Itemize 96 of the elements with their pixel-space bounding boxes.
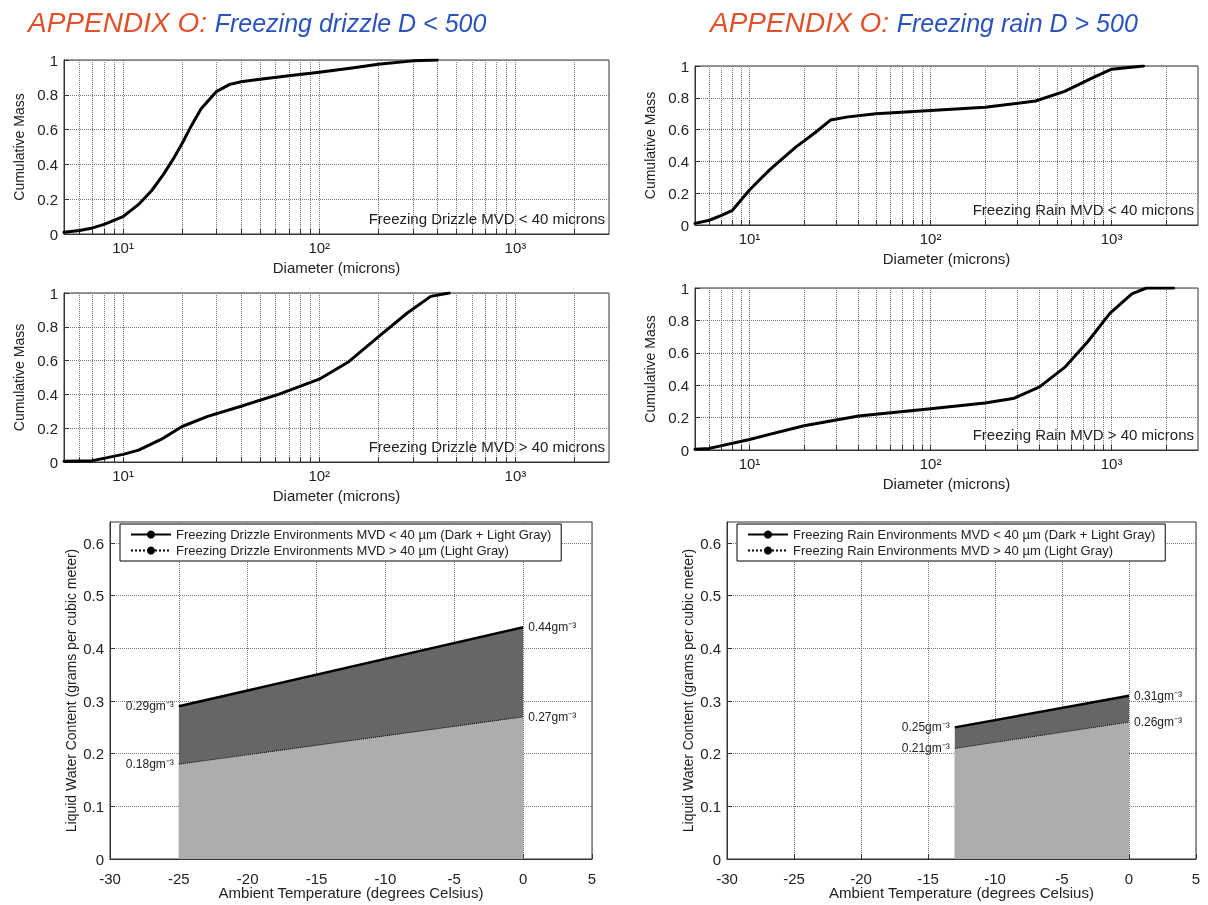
annotation: Freezing Rain MVD < 40 microns bbox=[972, 201, 1195, 218]
x-tick-label: -10 bbox=[984, 870, 1006, 887]
data-label: 0.27gm⁻³ bbox=[528, 709, 577, 724]
x-axis-title: Ambient Temperature (degrees Celsius) bbox=[829, 884, 1094, 901]
y-tick-label: 0.3 bbox=[700, 692, 721, 710]
x-axis-title: Diameter (microns) bbox=[272, 259, 401, 276]
y-axis-title: Cumulative Mass bbox=[642, 91, 658, 200]
y-tick-label: 0.2 bbox=[83, 745, 104, 763]
y-tick-label: 0 bbox=[680, 216, 689, 234]
y-tick-label: 0.8 bbox=[668, 89, 689, 107]
y-tick-label: 0.4 bbox=[83, 639, 104, 657]
y-tick-label: 0 bbox=[680, 441, 689, 459]
y-tick-label: 1 bbox=[49, 51, 58, 69]
chart-title: APPENDIX O: bbox=[28, 7, 208, 38]
y-tick-label: 0.2 bbox=[700, 745, 721, 763]
x-tick-label: 10¹ bbox=[112, 239, 134, 256]
y-tick-label: 0.2 bbox=[668, 184, 689, 202]
x-tick-label: 10¹ bbox=[738, 230, 761, 247]
x-tick-label: -30 bbox=[716, 870, 738, 887]
y-tick-label: 0.4 bbox=[668, 152, 689, 170]
x-tick-label: 10² bbox=[919, 230, 942, 247]
data-label: 0.44gm⁻³ bbox=[528, 620, 577, 635]
x-tick-label: -15 bbox=[917, 870, 939, 887]
x-tick-label: 10³ bbox=[1100, 230, 1123, 247]
x-tick-label: -30 bbox=[99, 870, 121, 887]
legend-label: Freezing Drizzle Environments MVD > 40 µm (Light Gray) bbox=[176, 543, 509, 558]
y-tick-label: 1 bbox=[49, 284, 58, 302]
y-tick-label: 0.6 bbox=[83, 534, 104, 552]
y-tick-label: 0.6 bbox=[37, 121, 58, 139]
annotation: Freezing Drizzle MVD > 40 microns bbox=[368, 438, 606, 455]
x-axis-title: Diameter (microns) bbox=[882, 475, 1011, 492]
x-tick-label: 5 bbox=[1191, 870, 1201, 887]
x-axis-title: Ambient Temperature (degrees Celsius) bbox=[218, 884, 484, 901]
x-tick-label: 10² bbox=[308, 239, 331, 256]
x-tick-label: -25 bbox=[783, 870, 805, 887]
legend-label: Freezing Rain Environments MVD < 40 µm (Dark + Light Gray) bbox=[793, 527, 1156, 542]
y-tick-label: 0.6 bbox=[37, 352, 58, 370]
x-tick-label: 10² bbox=[919, 455, 942, 472]
y-tick-label: 0.2 bbox=[668, 409, 689, 427]
legend-label: Freezing Rain Environments MVD > 40 µm (Light Gray) bbox=[793, 543, 1113, 558]
y-tick-label: 0.6 bbox=[700, 534, 721, 552]
y-tick-label: 0.6 bbox=[668, 344, 689, 362]
legend-label: Freezing Drizzle Environments MVD < 40 µm (Dark + Light Gray) bbox=[176, 527, 552, 542]
y-tick-label: 0.4 bbox=[668, 376, 689, 394]
chart-subtitle: Freezing rain D > 500 bbox=[896, 9, 1138, 37]
x-tick-label: 0 bbox=[1124, 870, 1134, 887]
x-tick-label: -25 bbox=[168, 870, 190, 887]
x-axis-title: Diameter (microns) bbox=[272, 487, 401, 504]
y-tick-label: 0.8 bbox=[668, 311, 689, 329]
y-tick-label: 0.1 bbox=[700, 797, 721, 815]
y-axis-title: Cumulative Mass bbox=[642, 315, 658, 423]
y-tick-label: 0.2 bbox=[37, 419, 58, 437]
y-tick-label: 0.8 bbox=[37, 318, 58, 336]
x-tick-label: 10³ bbox=[1100, 455, 1123, 472]
data-label: 0.29gm⁻³ bbox=[125, 699, 174, 714]
x-tick-label: -20 bbox=[236, 870, 259, 887]
y-tick-label: 0.4 bbox=[37, 155, 58, 173]
x-tick-label: 10² bbox=[308, 467, 331, 484]
y-tick-label: 0 bbox=[712, 850, 721, 868]
y-axis-title: Cumulative Mass bbox=[11, 93, 27, 201]
annotation: Freezing Drizzle MVD < 40 microns bbox=[368, 210, 606, 227]
y-tick-label: 0.1 bbox=[83, 797, 104, 815]
x-tick-label: 0 bbox=[518, 870, 528, 887]
x-tick-label: -20 bbox=[850, 870, 872, 887]
data-label: 0.25gm⁻³ bbox=[901, 720, 950, 735]
y-tick-label: 0.5 bbox=[83, 587, 104, 605]
chart-title: APPENDIX O: bbox=[710, 7, 890, 38]
x-tick-label: 5 bbox=[587, 870, 597, 887]
y-tick-label: 0.2 bbox=[37, 190, 58, 208]
y-tick-label: 0.8 bbox=[37, 86, 58, 104]
y-tick-label: 0 bbox=[95, 850, 104, 868]
y-tick-label: 0.4 bbox=[37, 385, 58, 403]
annotation: Freezing Rain MVD > 40 microns bbox=[972, 426, 1195, 443]
x-tick-label: 10³ bbox=[504, 467, 527, 484]
chart-subtitle: Freezing drizzle D < 500 bbox=[214, 9, 487, 37]
y-tick-label: 0.6 bbox=[668, 121, 689, 139]
x-tick-label: -5 bbox=[447, 870, 461, 887]
x-tick-label: -10 bbox=[374, 870, 397, 887]
x-tick-label: 10¹ bbox=[112, 467, 134, 484]
y-axis-title: Liquid Water Content (grams per cubic meter) bbox=[63, 548, 79, 833]
y-axis-title: Liquid Water Content (grams per cubic meter) bbox=[680, 548, 696, 833]
x-tick-label: -15 bbox=[305, 870, 328, 887]
y-tick-label: 0.3 bbox=[83, 692, 104, 710]
y-tick-label: 0.4 bbox=[700, 639, 721, 657]
y-tick-label: 1 bbox=[680, 57, 689, 75]
x-axis-title: Diameter (microns) bbox=[882, 250, 1011, 267]
data-label: 0.18gm⁻³ bbox=[125, 757, 174, 772]
x-tick-label: 10³ bbox=[504, 239, 527, 256]
data-label: 0.26gm⁻³ bbox=[1134, 715, 1183, 730]
y-tick-label: 1 bbox=[680, 279, 689, 297]
x-tick-label: 10¹ bbox=[738, 455, 761, 472]
y-tick-label: 0.5 bbox=[700, 587, 721, 605]
x-tick-label: -5 bbox=[1055, 870, 1069, 887]
data-label: 0.21gm⁻³ bbox=[901, 741, 950, 756]
data-label: 0.31gm⁻³ bbox=[1134, 688, 1183, 703]
y-axis-title: Cumulative Mass bbox=[11, 323, 27, 432]
